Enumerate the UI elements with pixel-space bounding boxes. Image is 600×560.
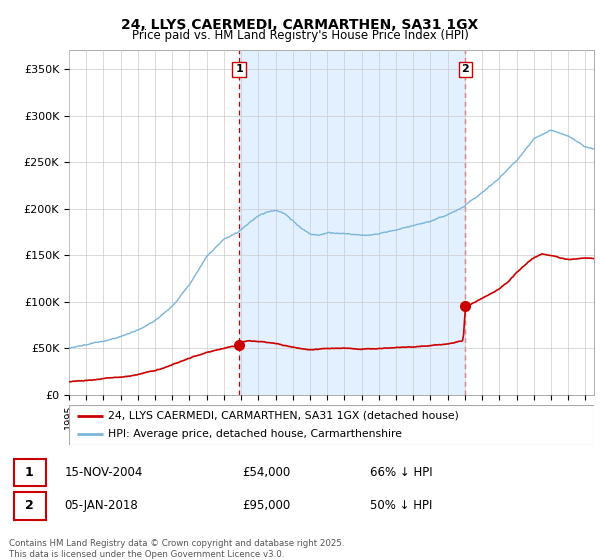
Text: 05-JAN-2018: 05-JAN-2018 — [64, 500, 138, 512]
Text: £95,000: £95,000 — [242, 500, 290, 512]
Text: £54,000: £54,000 — [242, 465, 290, 478]
Text: 24, LLYS CAERMEDI, CARMARTHEN, SA31 1GX (detached house): 24, LLYS CAERMEDI, CARMARTHEN, SA31 1GX … — [109, 411, 459, 421]
Text: 66% ↓ HPI: 66% ↓ HPI — [370, 465, 433, 478]
Bar — [14, 492, 46, 520]
Text: 2: 2 — [461, 64, 469, 74]
Text: Price paid vs. HM Land Registry's House Price Index (HPI): Price paid vs. HM Land Registry's House … — [131, 29, 469, 42]
Text: 50% ↓ HPI: 50% ↓ HPI — [370, 500, 432, 512]
Text: 24, LLYS CAERMEDI, CARMARTHEN, SA31 1GX: 24, LLYS CAERMEDI, CARMARTHEN, SA31 1GX — [121, 18, 479, 32]
Bar — [239, 50, 466, 395]
Text: Contains HM Land Registry data © Crown copyright and database right 2025.
This d: Contains HM Land Registry data © Crown c… — [9, 539, 344, 559]
Text: 1: 1 — [25, 465, 34, 478]
Bar — [14, 459, 46, 486]
Text: 15-NOV-2004: 15-NOV-2004 — [64, 465, 143, 478]
Text: HPI: Average price, detached house, Carmarthenshire: HPI: Average price, detached house, Carm… — [109, 430, 403, 439]
Text: 2: 2 — [25, 500, 34, 512]
Text: 1: 1 — [235, 64, 243, 74]
